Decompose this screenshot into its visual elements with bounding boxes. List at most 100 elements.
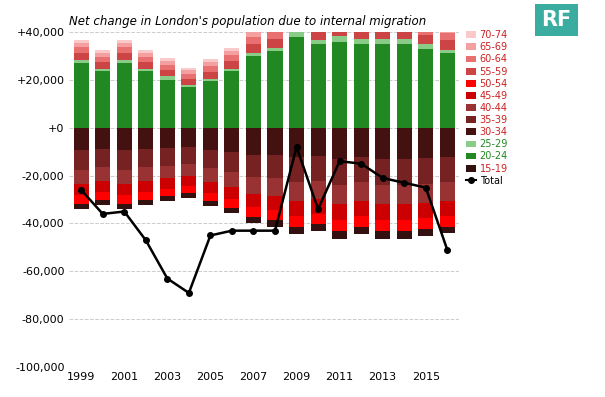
Bar xyxy=(397,12,412,15)
Bar xyxy=(289,216,304,227)
Bar xyxy=(353,44,368,128)
Bar xyxy=(310,40,325,44)
Bar xyxy=(224,69,240,71)
Bar xyxy=(289,227,304,233)
Bar xyxy=(182,79,197,85)
Bar xyxy=(375,29,390,39)
Bar xyxy=(310,14,325,17)
Bar xyxy=(332,158,347,185)
Bar xyxy=(397,15,412,21)
Bar xyxy=(310,156,325,181)
Bar xyxy=(310,214,325,224)
Bar xyxy=(203,201,218,206)
Bar xyxy=(95,57,110,62)
Bar xyxy=(375,231,390,239)
Bar xyxy=(267,51,283,128)
Bar xyxy=(375,158,390,185)
Bar xyxy=(117,150,132,170)
Bar xyxy=(117,170,132,184)
Bar xyxy=(353,39,368,44)
Bar xyxy=(353,13,368,16)
Bar xyxy=(418,35,433,44)
Bar xyxy=(375,44,390,128)
Bar xyxy=(267,27,283,32)
Bar xyxy=(203,182,218,193)
Bar xyxy=(246,56,261,128)
Bar xyxy=(203,150,218,168)
Bar xyxy=(267,196,283,210)
Bar xyxy=(160,80,175,128)
Bar xyxy=(289,37,304,128)
Bar xyxy=(440,33,455,40)
Bar xyxy=(332,231,347,239)
Bar xyxy=(203,168,218,182)
Bar xyxy=(160,179,175,189)
Bar xyxy=(95,50,110,52)
Bar xyxy=(95,181,110,192)
Bar xyxy=(203,128,218,150)
Bar xyxy=(246,29,261,33)
Bar xyxy=(117,195,132,204)
Bar xyxy=(117,40,132,43)
Bar xyxy=(160,148,175,166)
Bar xyxy=(246,37,261,44)
Bar xyxy=(74,184,89,195)
Bar xyxy=(74,128,89,150)
Bar xyxy=(139,168,153,181)
Bar xyxy=(246,128,261,154)
Bar xyxy=(160,64,175,70)
Bar xyxy=(182,186,197,193)
Bar xyxy=(160,61,175,64)
Bar xyxy=(440,128,455,157)
Bar xyxy=(440,201,455,216)
Bar xyxy=(139,71,153,128)
Bar xyxy=(246,194,261,208)
Bar xyxy=(418,128,433,158)
Bar xyxy=(310,128,325,156)
Bar xyxy=(397,128,412,158)
Bar xyxy=(74,195,89,204)
Bar xyxy=(440,23,455,27)
Bar xyxy=(397,220,412,231)
Bar xyxy=(332,18,347,26)
Bar xyxy=(203,66,218,72)
Bar xyxy=(160,196,175,201)
Bar xyxy=(160,189,175,196)
Bar xyxy=(267,155,283,179)
Bar xyxy=(74,47,89,53)
Bar xyxy=(74,53,89,60)
Bar xyxy=(139,57,153,62)
Bar xyxy=(74,63,89,128)
Bar xyxy=(375,204,390,220)
Bar xyxy=(418,183,433,202)
Bar xyxy=(95,128,110,149)
Bar xyxy=(117,63,132,128)
Bar xyxy=(375,11,390,15)
Bar xyxy=(246,53,261,56)
Bar xyxy=(353,227,368,233)
Bar xyxy=(397,44,412,128)
Bar xyxy=(95,52,110,57)
Legend: 70-74, 65-69, 60-64, 55-59, 50-54, 45-49, 40-44, 35-39, 30-34, 25-29, 20-24, 15-: 70-74, 65-69, 60-64, 55-59, 50-54, 45-49… xyxy=(466,30,508,186)
Bar xyxy=(74,60,89,63)
Bar xyxy=(160,166,175,179)
Bar xyxy=(353,16,368,22)
Bar xyxy=(95,71,110,128)
Bar xyxy=(182,68,197,71)
Bar xyxy=(418,21,433,27)
Bar xyxy=(267,128,283,155)
Bar xyxy=(139,52,153,57)
Bar xyxy=(353,216,368,227)
Bar xyxy=(182,87,197,128)
Bar xyxy=(418,158,433,183)
Bar xyxy=(310,31,325,40)
Bar xyxy=(203,79,218,81)
Text: Net change in London's population due to internal migration: Net change in London's population due to… xyxy=(70,15,427,28)
Bar xyxy=(117,47,132,53)
Bar xyxy=(289,201,304,216)
Bar xyxy=(332,185,347,204)
Bar xyxy=(375,21,390,29)
Bar xyxy=(139,149,153,168)
Bar xyxy=(74,170,89,184)
Bar xyxy=(289,32,304,37)
